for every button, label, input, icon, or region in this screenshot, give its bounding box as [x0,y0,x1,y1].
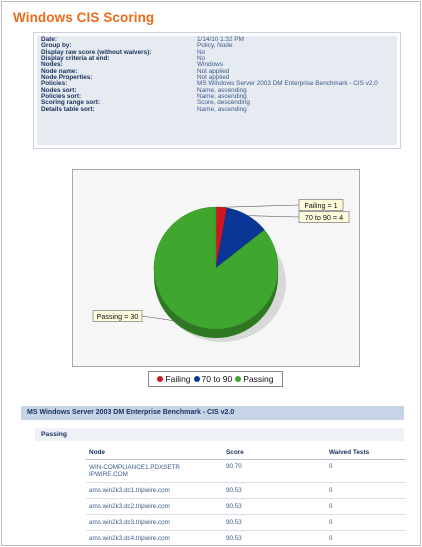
pie-slice-passing [153,206,279,330]
cell-waived-tests: 0 [329,487,333,494]
table-row: ams.win2k3.dc3.tripwire.com 90.53 0 [86,515,406,531]
node-name-line: ams.win2k3.dc2.tripwire.com [89,502,170,510]
parameter-value: Not applied [197,67,230,75]
chart-legend: Failing 70 to 90 Passing [148,371,283,387]
legend-label-passing: Passing [243,374,274,384]
table-row: ams.win2k3.dc4.tripwire.com 90.53 0 [86,531,406,545]
legend-item-passing: Passing [235,374,274,384]
legend-label-failing: Failing [165,374,191,384]
parameter-value: No [197,48,206,56]
parameter-row: Node Properties: Not applied [41,74,393,82]
parameter-row: Policies: MS Windows Server 2003 DM Enter… [41,80,393,88]
node-name-line: ams.win2k3.dc4.tripwire.com [89,534,170,542]
table-row: ams.win2k3.dc1.tripwire.com 90.53 0 [86,483,406,499]
parameter-label: Scoring range sort: [41,99,100,107]
parameter-value: No [197,55,206,63]
cell-node: WIN-COMPLIANCE1.PDXSETR IPWIRE.COM [86,464,226,479]
cell-waived-tests: 0 [329,503,333,510]
parameter-value: Policy, Node [197,42,233,50]
parameter-label: Nodes: [41,61,63,69]
callout-leader-line [141,315,190,324]
parameter-label: Group by: [41,42,72,50]
parameter-value: Windows [197,61,223,69]
parameter-label: Nodes sort: [41,86,77,94]
legend-label-70-to-90: 70 to 90 [201,374,233,384]
cell-waived-tests: 0 [329,535,333,542]
parameter-label: Node Properties: [41,74,93,82]
parameter-row: Group by: Policy, Node [41,42,393,50]
parameter-label: Details table sort: [41,105,95,113]
callout-label: Passing = 30 [97,312,139,321]
node-name-line: ams.win2k3.dc3.tripwire.com [89,518,170,526]
parameter-row: Nodes: Windows [41,61,393,69]
table-row: WIN-COMPLIANCE1.PDXSETR IPWIRE.COM 90.70 0 [86,460,406,483]
cell-score: 90.53 [226,503,242,510]
parameters-list: Date: 1/14/10 1:32 PM Group by: Policy, Nod… [37,36,397,145]
parameter-label: Policies: [41,80,68,88]
pie-chart-panel: Failing = 1 70 to 90 = 4 Passing = 30 [72,169,360,367]
parameter-value: Name, ascending [197,86,247,94]
parameter-label: Display criteria at end: [41,55,110,63]
cell-waived-tests: 0 [329,519,333,526]
group-header: Passing [35,428,404,441]
table-body: WIN-COMPLIANCE1.PDXSETR IPWIRE.COM 90.70 0 a… [86,460,406,545]
parameter-row: Display criteria at end: No [41,55,393,63]
node-name-line: IPWIRE.COM [89,471,128,478]
parameter-row: Node name: Not applied [41,67,393,75]
report-title: Windows CIS Scoring [13,10,155,25]
cell-node: ams.win2k3.dc4.tripwire.com [86,535,226,542]
parameter-value: Name, ascending [197,93,247,101]
cell-waived-tests: 0 [329,463,333,470]
cell-node: ams.win2k3.dc1.tripwire.com [86,487,226,494]
cell-score: 90.53 [226,519,242,526]
node-name-line: WIN-COMPLIANCE1.PDXSETR [89,463,180,471]
policy-section-header: MS Windows Server 2003 DM Enterprise Ben… [21,406,404,420]
parameter-row: Scoring range sort: Score, descending [41,99,393,107]
cell-score: 90.53 [226,535,242,542]
parameter-row: Policies sort: Name, ascending [41,93,393,101]
cell-score: 90.70 [226,463,242,470]
legend-swatch-failing [157,376,164,382]
legend-item-70-to-90: 70 to 90 [193,374,233,384]
parameter-value: Not applied [197,74,230,82]
node-name-line: ams.win2k3.dc1.tripwire.com [89,486,170,494]
parameter-value: MS Windows Server 2003 DM Enterprise Ben… [197,80,378,88]
callout-leader-line [221,204,300,208]
callout-box [298,211,350,223]
parameter-label: Policies sort: [41,93,82,101]
parameter-label: Node name: [41,67,78,75]
cell-node: ams.win2k3.dc3.tripwire.com [86,519,226,526]
table-row: ams.win2k3.dc2.tripwire.com 90.53 0 [86,499,406,515]
parameter-label: Display raw score (without waivers): [41,48,152,56]
header-score: Score [226,449,244,456]
cell-score: 90.53 [226,487,242,494]
callout-leader-line [247,215,300,218]
parameter-label: Date: [41,36,57,43]
parameter-value: Score, descending [197,99,250,107]
parameter-row: Details table sort: Name, ascending [41,105,393,113]
parameter-value: 1/14/10 1:32 PM [197,36,244,43]
parameter-row: Date: 1/14/10 1:32 PM [41,36,393,43]
cell-node: ams.win2k3.dc2.tripwire.com [86,503,226,510]
parameters-panel: Date: 1/14/10 1:32 PM Group by: Policy, Nod… [33,32,401,149]
callout-label: Failing = 1 [304,201,337,210]
callout-label: 70 to 90 = 4 [305,213,343,222]
header-waived-tests: Waived Tests [329,449,370,456]
parameter-value: Name, ascending [197,105,247,113]
parameter-row: Nodes sort: Name, ascending [41,86,393,94]
legend-swatch-70-to-90 [193,376,200,382]
parameter-row: Display raw score (without waivers): No [41,48,393,56]
pie-chart: Failing = 1 70 to 90 = 4 Passing = 30 [92,199,350,342]
scores-table: Node Score Waived Tests WIN-COMPLIANCE1.… [86,449,406,545]
table-header: Node Score Waived Tests [86,449,406,460]
header-node: Node [89,449,105,456]
callout-box [92,310,143,322]
legend-item-failing: Failing [157,374,191,384]
legend-swatch-passing [235,376,242,382]
callout-box [298,199,344,211]
